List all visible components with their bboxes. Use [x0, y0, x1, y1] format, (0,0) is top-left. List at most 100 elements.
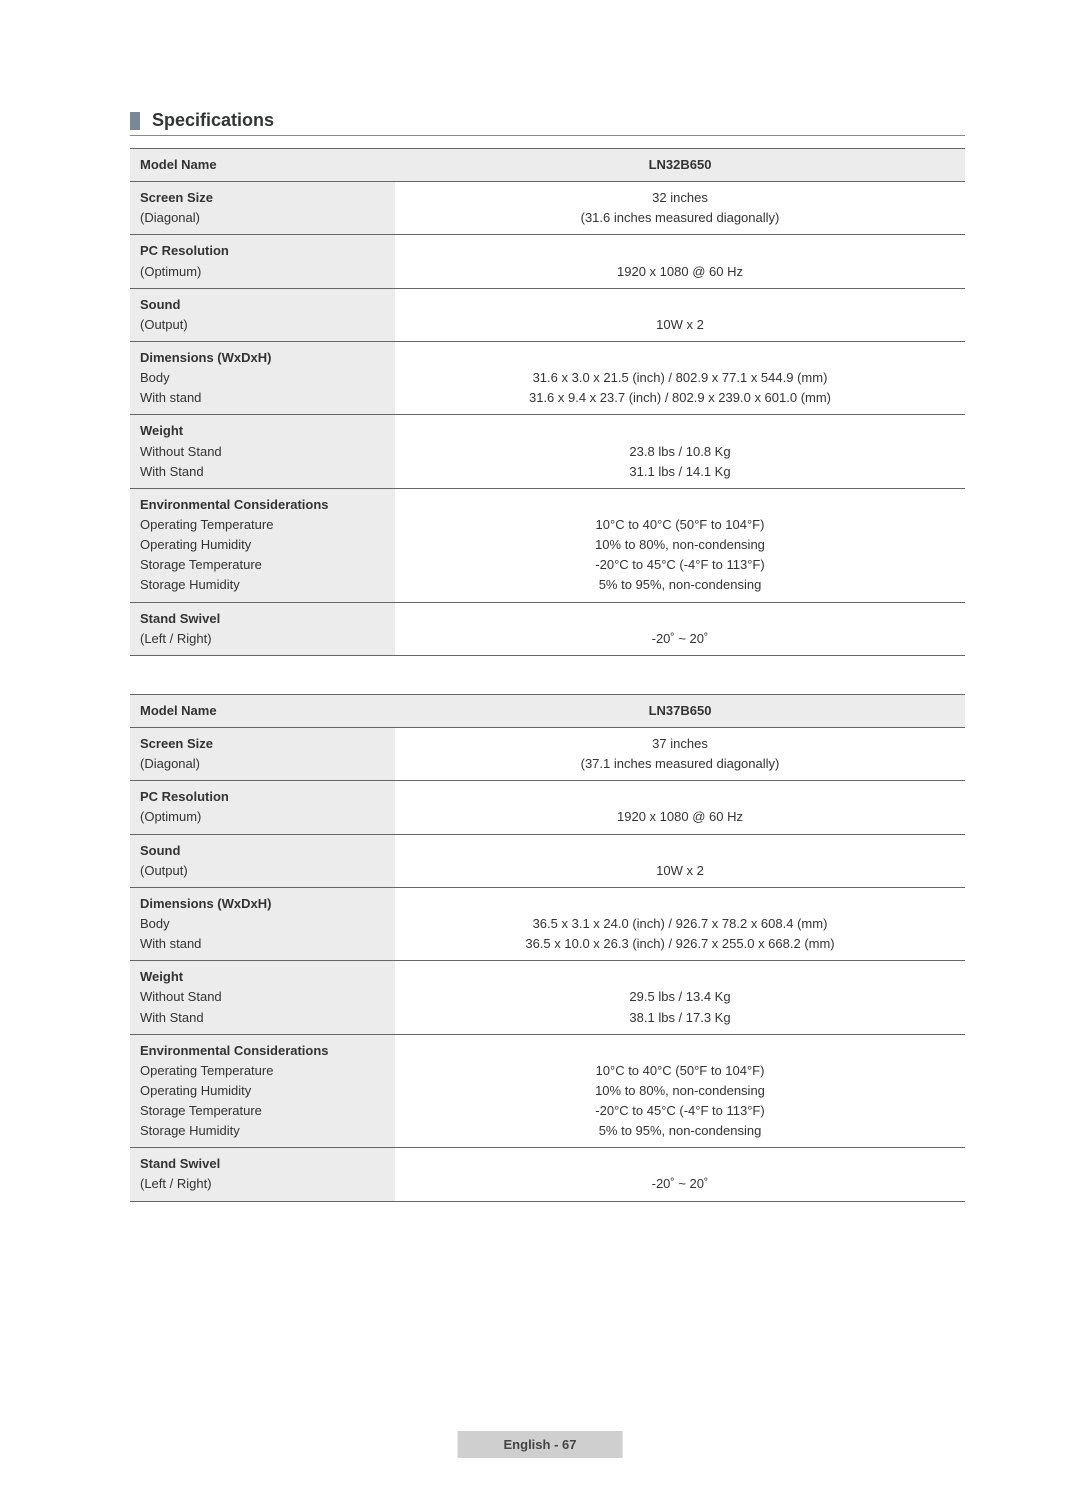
spec-label-line: Without Stand: [140, 444, 222, 459]
spec-label-line: (Optimum): [140, 264, 201, 279]
table-row: PC Resolution (Optimum) 1920 x 1080 @ 60 …: [130, 781, 965, 834]
table-row: Stand Swivel (Left / Right) -20˚ ~ 20˚: [130, 1148, 965, 1201]
table-row: Dimensions (WxDxH)BodyWith stand 36.5 x …: [130, 887, 965, 960]
spec-label: Screen Size (Diagonal): [130, 727, 395, 780]
spec-value: 32 inches (31.6 inches measured diagonall…: [395, 182, 965, 235]
page-footer: English - 67: [458, 1431, 623, 1458]
spec-label-bold: Stand Swivel: [140, 1156, 220, 1171]
spec-value-line: -20°C to 45°C (-4°F to 113°F): [595, 557, 764, 572]
spec-value-line: 32 inches: [652, 190, 708, 205]
spec-label: Screen Size (Diagonal): [130, 182, 395, 235]
spec-value: 1920 x 1080 @ 60 Hz: [395, 781, 965, 834]
spec-value-line: [678, 423, 682, 438]
spec-label-bold: Stand Swivel: [140, 611, 220, 626]
spec-label: PC Resolution (Optimum): [130, 235, 395, 288]
table-row: PC Resolution (Optimum) 1920 x 1080 @ 60 …: [130, 235, 965, 288]
spec-value-line: 10°C to 40°C (50°F to 104°F): [596, 517, 765, 532]
spec-value: 31.6 x 3.0 x 21.5 (inch) / 802.9 x 77.1 …: [395, 341, 965, 414]
spec-value-line: 1920 x 1080 @ 60 Hz: [617, 809, 743, 824]
spec-value-line: [678, 896, 682, 911]
table-row: Sound (Output) 10W x 2: [130, 834, 965, 887]
table-row: WeightWithout StandWith Stand 29.5 lbs /…: [130, 961, 965, 1034]
spec-value-line: 10% to 80%, non-condensing: [595, 1083, 765, 1098]
spec-value-line: [678, 1156, 682, 1171]
spec-label: Stand Swivel (Left / Right): [130, 602, 395, 655]
spec-value-line: -20°C to 45°C (-4°F to 113°F): [595, 1103, 764, 1118]
spec-label-line: With Stand: [140, 464, 204, 479]
page-content: Specifications Model NameLN32B650Screen …: [0, 0, 1080, 1202]
spec-label: Environmental Considerations Operating Te…: [130, 1034, 395, 1148]
spec-value-line: 36.5 x 3.1 x 24.0 (inch) / 926.7 x 78.2 …: [533, 916, 828, 931]
spec-label-line: With stand: [140, 936, 201, 951]
spec-value-line: [678, 297, 682, 312]
spec-value-line: 10% to 80%, non-condensing: [595, 537, 765, 552]
spec-value: 10°C to 40°C (50°F to 104°F) 10% to 80%, …: [395, 1034, 965, 1148]
spec-label-bold: Weight: [140, 969, 183, 984]
spec-value-line: 29.5 lbs / 13.4 Kg: [629, 989, 730, 1004]
spec-label-line: Without Stand: [140, 989, 222, 1004]
spec-value: 10°C to 40°C (50°F to 104°F) 10% to 80%, …: [395, 488, 965, 602]
spec-label-line: Operating Humidity: [140, 1083, 251, 1098]
spec-label-line: (Output): [140, 317, 188, 332]
spec-label-bold: PC Resolution: [140, 789, 229, 804]
table-row: Screen Size (Diagonal) 37 inches (37.1 inch…: [130, 727, 965, 780]
spec-value-line: 37 inches: [652, 736, 708, 751]
spec-value-line: 36.5 x 10.0 x 26.3 (inch) / 926.7 x 255.…: [525, 936, 834, 951]
spec-label-line: With stand: [140, 390, 201, 405]
spec-value-line: 1920 x 1080 @ 60 Hz: [617, 264, 743, 279]
table-row: Environmental ConsiderationsOperating Te…: [130, 488, 965, 602]
spec-value-line: 10°C to 40°C (50°F to 104°F): [596, 1063, 765, 1078]
spec-label-line: Storage Humidity: [140, 577, 240, 592]
spec-value-line: (37.1 inches measured diagonally): [581, 756, 780, 771]
spec-value: 29.5 lbs / 13.4 Kg 38.1 lbs / 17.3 Kg: [395, 961, 965, 1034]
table-row: Screen Size (Diagonal) 32 inches (31.6 inch…: [130, 182, 965, 235]
spec-value: -20˚ ~ 20˚: [395, 602, 965, 655]
spec-label-line: Storage Temperature: [140, 557, 262, 572]
spec-value-line: [678, 243, 682, 258]
table-row: Sound(Output) 10W x 2: [130, 288, 965, 341]
spec-label-bold: PC Resolution: [140, 243, 229, 258]
spec-label-line: (Left / Right): [140, 631, 212, 646]
spec-table: Model NameLN32B650 Screen Size (Diagonal) 3…: [130, 148, 965, 656]
spec-value: 10W x 2: [395, 288, 965, 341]
spec-label-bold: Sound: [140, 843, 180, 858]
spec-label-bold: Dimensions (WxDxH): [140, 350, 271, 365]
spec-value-line: 5% to 95%, non-condensing: [599, 1123, 762, 1138]
tables-container: Model NameLN32B650Screen Size(Diagonal)3…: [130, 148, 965, 1202]
model-name-value: LN37B650: [395, 694, 965, 727]
spec-value: 10W x 2: [395, 834, 965, 887]
spec-label-bold: Environmental Considerations: [140, 497, 329, 512]
spec-label-line: Operating Humidity: [140, 537, 251, 552]
spec-label-line: Operating Temperature: [140, 1063, 273, 1078]
spec-label-bold: Environmental Considerations: [140, 1043, 329, 1058]
spec-label-bold: Weight: [140, 423, 183, 438]
spec-label-bold: Screen Size: [140, 190, 213, 205]
spec-value-line: 23.8 lbs / 10.8 Kg: [629, 444, 730, 459]
spec-value-line: 38.1 lbs / 17.3 Kg: [629, 1010, 730, 1025]
spec-value-line: -20˚ ~ 20˚: [652, 631, 709, 646]
spec-label: Environmental ConsiderationsOperating Te…: [130, 488, 395, 602]
model-name-value: LN32B650: [395, 149, 965, 182]
spec-value-line: (31.6 inches measured diagonally): [581, 210, 780, 225]
spec-label-line: (Diagonal): [140, 210, 200, 225]
spec-label-line: (Output): [140, 863, 188, 878]
spec-value-line: -20˚ ~ 20˚: [652, 1176, 709, 1191]
spec-value: 1920 x 1080 @ 60 Hz: [395, 235, 965, 288]
spec-value-line: [678, 1043, 682, 1058]
spec-value-line: 10W x 2: [656, 317, 704, 332]
spec-value-line: [678, 350, 682, 365]
table-header-row: Model NameLN37B650: [130, 694, 965, 727]
spec-label-line: (Diagonal): [140, 756, 200, 771]
spec-value: 23.8 lbs / 10.8 Kg31.1 lbs / 14.1 Kg: [395, 415, 965, 488]
spec-label-line: (Optimum): [140, 809, 201, 824]
model-name-label: Model Name: [130, 694, 395, 727]
table-header-row: Model NameLN32B650: [130, 149, 965, 182]
spec-label-line: Body: [140, 916, 170, 931]
spec-label-line: Body: [140, 370, 170, 385]
table-row: Dimensions (WxDxH) Body With stand 31.6 x …: [130, 341, 965, 414]
spec-table: Model NameLN37B650 Screen Size (Diagonal) 3…: [130, 694, 965, 1202]
table-row: Weight Without Stand With Stand 23.8 lbs /…: [130, 415, 965, 488]
section-marker-icon: [130, 112, 140, 130]
spec-label-bold: Screen Size: [140, 736, 213, 751]
spec-label-line: (Left / Right): [140, 1176, 212, 1191]
